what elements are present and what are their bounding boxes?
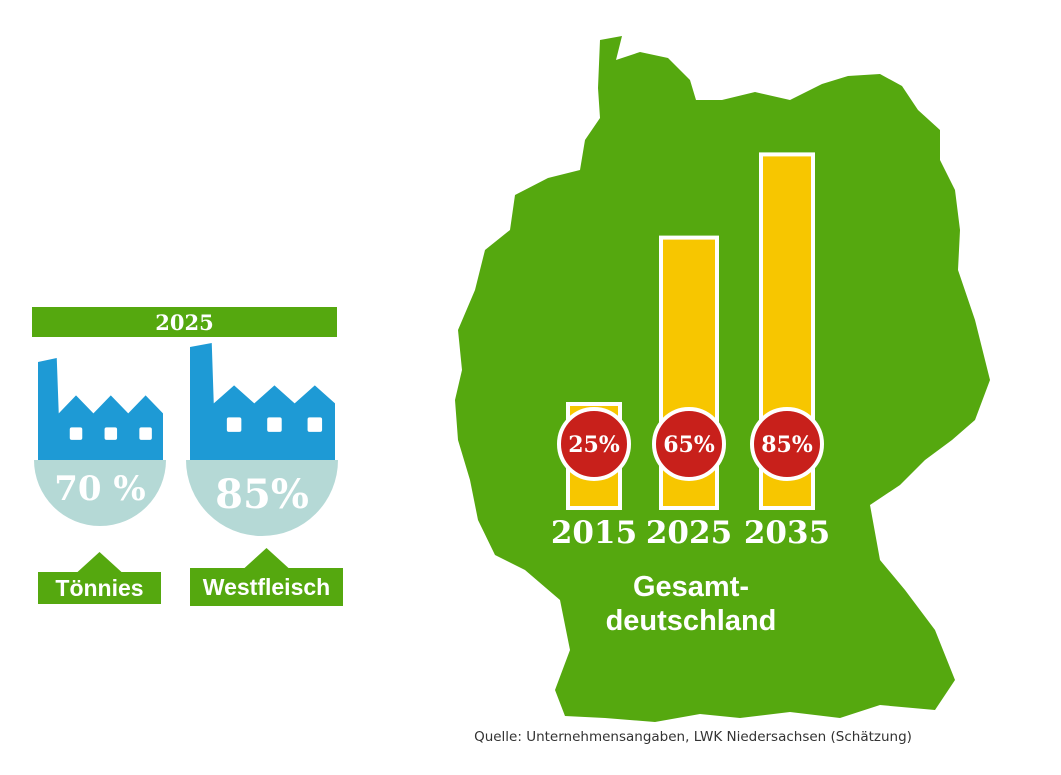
factory-window [267, 417, 282, 432]
company-label-box [190, 568, 343, 606]
factory-window [69, 427, 83, 440]
label-pointer [77, 552, 122, 572]
chart-title-line-1: Gesamt- [633, 571, 749, 603]
factory-window [139, 427, 152, 440]
factory-window [104, 427, 118, 440]
x-tick-label-2025: 2025 [646, 515, 732, 551]
germany-map [455, 36, 990, 722]
company-panels: 70 % Tönnies 85% Westfleisch [34, 343, 343, 606]
share-bowl [186, 460, 338, 536]
year-banner [32, 307, 337, 337]
company-label-box [38, 572, 161, 604]
year-banner-label: 2025 [155, 310, 213, 335]
company-label: Tönnies [55, 575, 143, 601]
factory-window [307, 417, 323, 432]
x-tick-label-2015: 2015 [551, 515, 637, 551]
source-note: Quelle: Unternehmensangaben, LWK Nieders… [474, 729, 912, 745]
factory-icon [190, 343, 335, 460]
value-badges: 25% 65% 85% [557, 407, 824, 481]
label-pointer [244, 548, 289, 568]
company-label: Westfleisch [203, 574, 330, 600]
x-tick-label-2035: 2035 [744, 515, 830, 551]
x-tick-labels: 2015 2025 2035 [551, 515, 830, 551]
value-badge-2035 [750, 407, 824, 481]
factory-icon [38, 358, 163, 460]
company-westfleisch: 85% Westfleisch [186, 343, 343, 606]
value-badge-2025 [652, 407, 726, 481]
factory-window [226, 417, 242, 432]
value-label-2015: 25% [568, 432, 620, 458]
value-label-2025: 65% [663, 432, 715, 458]
value-label-tönnies: 70 % [54, 469, 145, 509]
company-tönnies: 70 % Tönnies [34, 358, 166, 604]
value-label-westfleisch: 85% [215, 471, 309, 518]
chart-title-line-2: deutschland [606, 605, 777, 637]
value-label-2035: 85% [761, 432, 813, 458]
value-badge-2015 [557, 407, 631, 481]
share-bowl [34, 460, 166, 526]
